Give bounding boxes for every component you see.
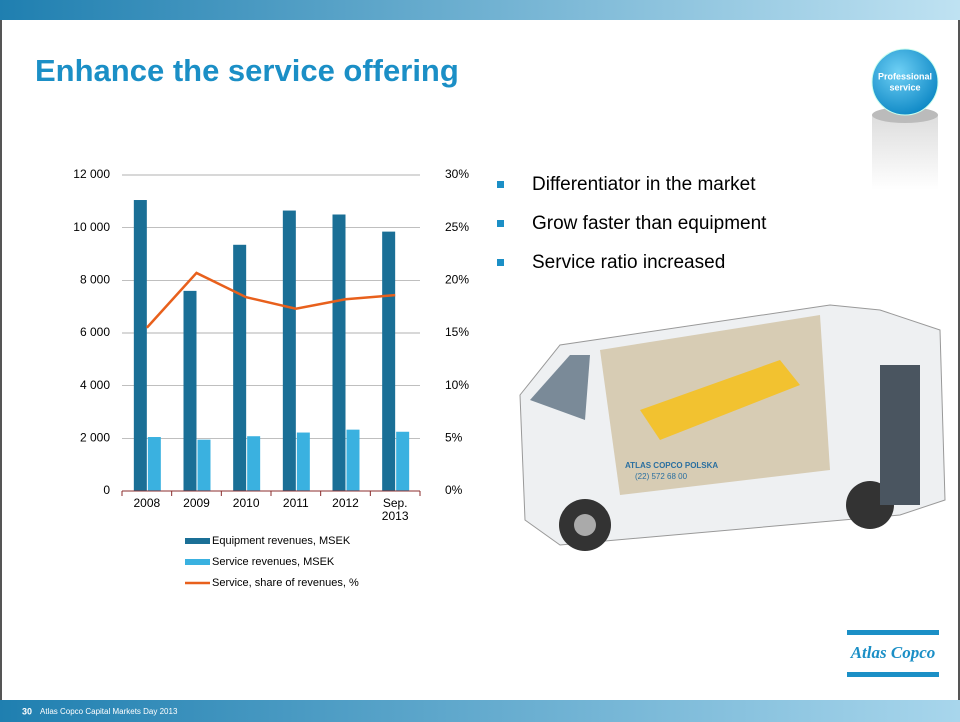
bar [382, 231, 396, 491]
van: ATLAS COPCO POLSKA (22) 572 68 00 [519, 304, 946, 551]
y2-tick-label: 25% [445, 220, 469, 234]
legend-swatch [185, 559, 210, 565]
bar [296, 432, 310, 491]
bar [346, 429, 360, 491]
badge [871, 48, 939, 116]
van-text: ATLAS COPCO POLSKA [625, 461, 718, 470]
logo-bar [847, 672, 939, 677]
x-tick-label: 2010 [232, 496, 260, 510]
bullet-marker [497, 181, 504, 188]
y-tick-label: 12 000 [73, 167, 110, 181]
bar [183, 290, 197, 491]
legend-label: Service revenues, MSEK [212, 556, 335, 568]
bar [247, 436, 261, 491]
legend-label: Service, share of revenues, % [212, 577, 359, 589]
logo: Atlas Copco [850, 643, 936, 662]
legend-label: Equipment revenues, MSEK [212, 535, 351, 547]
y-tick-label: 2 000 [80, 431, 110, 445]
y-tick-label: 10 000 [73, 220, 110, 234]
bullet-marker [497, 259, 504, 266]
badge-text: Professional [878, 71, 932, 81]
badge-text: service [889, 82, 920, 92]
x-tick-label: 2009 [183, 496, 210, 510]
slide-title: Enhance the service offering [35, 53, 459, 88]
y2-tick-label: 10% [445, 378, 469, 392]
legend-swatch [185, 538, 210, 544]
line [145, 271, 396, 329]
y-tick-label: 0 [103, 483, 110, 497]
x-tick-label: 2008 [133, 496, 161, 510]
footer-text: Atlas Copco Capital Markets Day 2013 [40, 707, 178, 716]
bar [282, 210, 296, 492]
x-tick-label: 2012 [332, 496, 359, 510]
y-tick-label: 4 000 [80, 378, 110, 392]
y2-tick-label: 20% [445, 273, 469, 287]
y-tick-label: 6 000 [80, 325, 110, 339]
bullet-marker [497, 220, 504, 227]
bar [396, 431, 410, 491]
bar [133, 200, 147, 491]
y-tick-label: 8 000 [80, 273, 110, 287]
footer-bar [0, 700, 960, 722]
bullet-text: Service ratio increased [532, 252, 725, 273]
bar [233, 244, 247, 491]
bar [147, 437, 161, 491]
y2-tick-label: 15% [445, 325, 469, 339]
x-tick-label: Sep. 2013 [381, 496, 409, 523]
logo-bar [847, 630, 939, 635]
top-bar [0, 0, 960, 20]
bar [332, 214, 346, 491]
van-text: (22) 572 68 00 [635, 472, 688, 481]
bullet-text: Differentiator in the market [532, 174, 756, 195]
y2-tick-label: 0% [445, 483, 463, 497]
pedestal [872, 115, 938, 190]
y2-tick-label: 5% [445, 431, 463, 445]
bar [197, 439, 211, 491]
y2-tick-label: 30% [445, 167, 469, 181]
bullet-text: Grow faster than equipment [532, 213, 767, 234]
x-tick-label: 2011 [282, 496, 309, 510]
page-number: 30 [22, 706, 32, 716]
